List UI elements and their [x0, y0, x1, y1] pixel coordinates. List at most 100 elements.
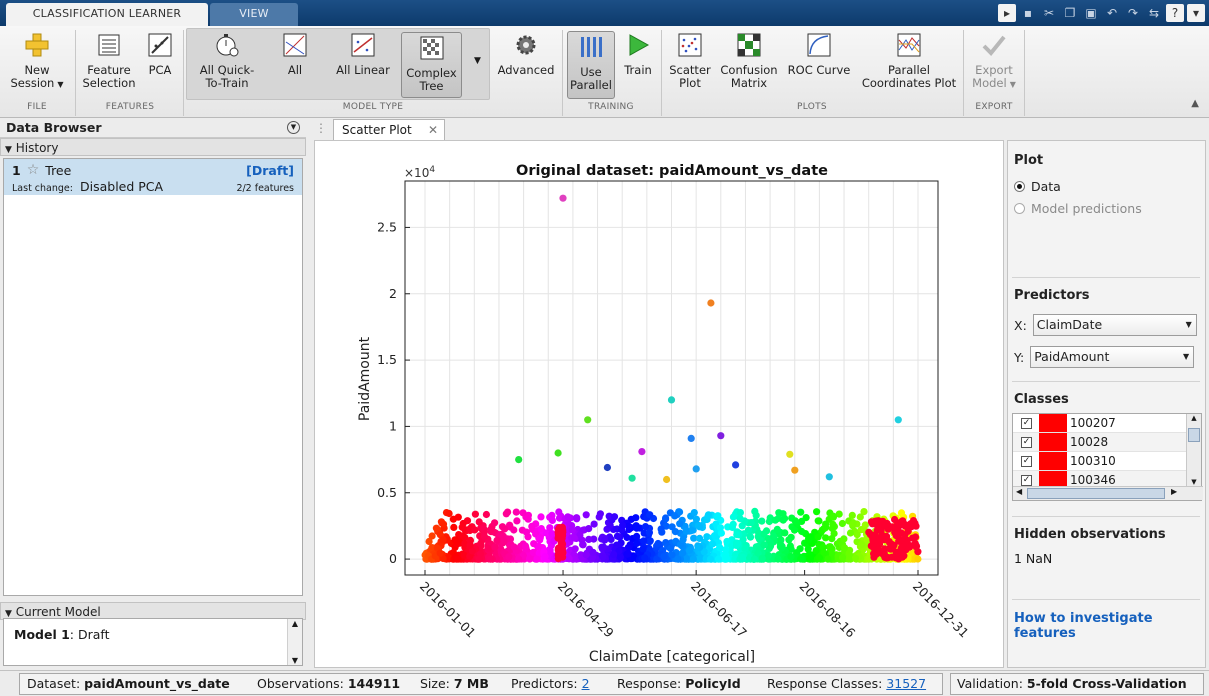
class-row[interactable]: ✓ 100207	[1013, 414, 1187, 433]
outlier-point	[628, 474, 636, 482]
paste-icon[interactable]: ▣	[1085, 6, 1097, 20]
model-status-badge: [Draft]	[246, 162, 294, 178]
export-model-button[interactable]: Export Model ▼	[967, 30, 1021, 100]
data-point	[537, 513, 545, 521]
divider	[1012, 381, 1200, 382]
feature-selection-button[interactable]: Feature Selection	[80, 30, 138, 100]
history-section-header[interactable]: ▼ History	[0, 138, 306, 156]
help-link[interactable]: How to investigate features	[1014, 611, 1153, 641]
info-icon[interactable]: ▸	[998, 4, 1016, 22]
data-point	[605, 512, 613, 520]
radio-data[interactable]: Data	[1014, 179, 1061, 194]
scroll-up-icon[interactable]: ▲	[1191, 414, 1197, 422]
undo-icon[interactable]: ↶	[1106, 6, 1118, 20]
help-link-line-2[interactable]: features	[1014, 626, 1076, 641]
scroll-left-icon[interactable]: ◀	[1016, 487, 1023, 496]
y-tick-label: 1.5	[377, 352, 397, 367]
advanced-button[interactable]: Advanced	[494, 30, 558, 100]
confusion-matrix-button[interactable]: Confusion Matrix	[718, 30, 780, 100]
data-point	[758, 517, 766, 525]
data-point	[739, 536, 747, 544]
data-point	[640, 529, 648, 537]
data-point	[671, 512, 679, 520]
complex-tree-button[interactable]: Complex Tree	[401, 32, 462, 98]
roc-curve-button[interactable]: ROC Curve	[784, 30, 854, 100]
roc-curve-icon	[806, 32, 832, 58]
checkbox-checked-icon[interactable]: ✓	[1021, 436, 1032, 448]
pca-button[interactable]: PCA	[140, 30, 180, 100]
use-parallel-button[interactable]: Use Parallel	[567, 31, 615, 99]
help-link-line-1[interactable]: How to investigate	[1014, 611, 1153, 626]
data-point	[454, 555, 462, 563]
panel-menu-icon[interactable]: ▼	[287, 121, 300, 134]
radio-model-predictions[interactable]: Model predictions	[1014, 201, 1142, 216]
train-button[interactable]: Train	[618, 30, 658, 100]
data-point	[653, 555, 661, 563]
save-icon[interactable]: ▪	[1023, 6, 1033, 20]
radio-predictions-label: Model predictions	[1031, 201, 1142, 216]
all-linear-button[interactable]: All Linear	[330, 30, 396, 100]
outlier-point	[603, 463, 611, 472]
data-point	[480, 533, 489, 541]
roc-label: ROC Curve	[787, 63, 851, 77]
plot-pane: Original dataset: paidAmount_vs_date 0 0.…	[314, 140, 1004, 668]
cut-icon[interactable]: ✂	[1043, 6, 1055, 20]
class-row[interactable]: ✓ 100346	[1013, 471, 1187, 490]
scatter-chart[interactable]: Original dataset: paidAmount_vs_date 0 0.…	[315, 141, 1003, 667]
data-point	[428, 532, 436, 540]
parallel-coordinates-icon	[896, 32, 922, 58]
checkbox-checked-icon[interactable]: ✓	[1021, 455, 1032, 467]
classes-vertical-scrollbar[interactable]: ▲ ▼	[1186, 414, 1201, 486]
data-point	[839, 553, 847, 561]
class-row[interactable]: ✓ 100310	[1013, 452, 1187, 471]
scroll-thumb[interactable]	[1027, 488, 1165, 499]
data-point	[542, 529, 551, 537]
data-point	[601, 536, 609, 544]
data-point	[548, 530, 556, 538]
classes-horizontal-scrollbar[interactable]: ◀ ▶	[1013, 486, 1203, 500]
favorite-star-icon[interactable]: ☆	[26, 162, 40, 178]
response-classes-link[interactable]: 31527	[886, 676, 927, 691]
predictors-link[interactable]: 2	[581, 676, 590, 691]
scroll-up-icon[interactable]: ▲	[291, 619, 299, 628]
tab-view[interactable]: VIEW	[210, 3, 298, 26]
data-point	[750, 555, 758, 563]
switch-windows-icon[interactable]: ⇆	[1148, 6, 1160, 20]
data-browser-header: Data Browser ▼	[0, 118, 306, 138]
history-item-1[interactable]: 1 ☆ Tree [Draft] Last change: Disabled P…	[4, 159, 302, 195]
redo-icon[interactable]: ↷	[1127, 6, 1139, 20]
data-point	[498, 523, 507, 531]
data-point	[425, 537, 433, 546]
tab-scatter-plot[interactable]: Scatter Plot ✕	[333, 119, 445, 140]
y-predictor-select[interactable]: PaidAmount	[1030, 346, 1195, 368]
class-row[interactable]: ✓ 10028	[1013, 433, 1187, 452]
parallel-coordinates-button[interactable]: Parallel Coordinates Plot	[858, 30, 960, 100]
help-icon[interactable]: ?	[1166, 4, 1184, 22]
outlier-point	[786, 450, 794, 458]
checkbox-checked-icon[interactable]: ✓	[1021, 474, 1032, 486]
all-models-button[interactable]: All	[268, 30, 322, 100]
new-session-button[interactable]: New Session ▼	[2, 30, 72, 100]
data-point	[754, 549, 762, 558]
data-point	[482, 510, 490, 519]
copy-icon[interactable]: ❐	[1064, 6, 1076, 20]
data-point	[845, 549, 853, 557]
checkbox-checked-icon[interactable]: ✓	[1021, 417, 1032, 429]
scroll-right-icon[interactable]: ▶	[1171, 487, 1178, 496]
current-model-scrollbar[interactable]: ▲ ▼	[287, 619, 302, 665]
close-tab-icon[interactable]: ✕	[427, 123, 438, 137]
drag-handle-icon[interactable]: ⋮	[315, 121, 327, 135]
data-point	[779, 510, 787, 518]
scroll-down-icon[interactable]: ▼	[291, 656, 299, 665]
x-predictor-select[interactable]: ClaimDate	[1032, 314, 1197, 336]
data-point	[500, 537, 508, 545]
scatter-plot-button[interactable]: Scatter Plot	[664, 30, 716, 100]
scroll-thumb[interactable]	[1188, 428, 1200, 442]
gallery-expand-icon[interactable]: ▼	[474, 56, 481, 66]
scroll-down-icon[interactable]: ▼	[1191, 478, 1197, 486]
data-point	[774, 555, 782, 563]
dropdown-icon[interactable]: ▾	[1187, 4, 1205, 22]
all-quick-to-train-button[interactable]: All Quick- To-Train	[192, 30, 262, 100]
collapse-ribbon-icon[interactable]: ▲	[1191, 98, 1199, 109]
tab-classification-learner[interactable]: CLASSIFICATION LEARNER	[6, 3, 208, 26]
